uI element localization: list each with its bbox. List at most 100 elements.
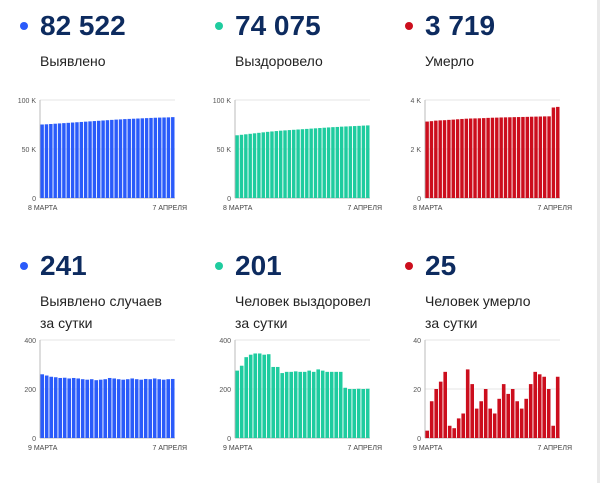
bar <box>85 379 89 438</box>
bar <box>58 377 62 438</box>
bar <box>292 129 296 198</box>
bar <box>425 430 429 438</box>
bar <box>57 123 62 198</box>
bar <box>97 120 101 198</box>
bar <box>284 371 289 438</box>
bar <box>516 117 521 198</box>
bar <box>542 116 547 198</box>
bar <box>296 129 300 198</box>
bar-chart: 0 200 400 9 МАРТА 7 АПРЕЛЯ <box>219 338 382 452</box>
x-tick-label-start: 9 МАРТА <box>28 445 58 452</box>
bar <box>538 116 543 198</box>
bar <box>44 124 49 198</box>
bar <box>331 127 335 198</box>
bar <box>110 119 114 198</box>
bar <box>474 408 479 438</box>
bar <box>307 370 311 438</box>
bar <box>473 118 477 198</box>
bar <box>335 126 340 198</box>
stat-label: Выявлено <box>40 53 106 69</box>
bar <box>479 401 483 438</box>
bar <box>425 121 429 198</box>
bar <box>66 122 70 198</box>
bar <box>275 366 280 438</box>
bar <box>338 371 343 438</box>
bar <box>257 132 261 198</box>
stat-label-line2: за сутки <box>40 315 93 331</box>
bar-chart: 0 20 40 9 МАРТА 7 АПРЕЛЯ <box>413 338 572 452</box>
stat-value: 74 075 <box>235 10 321 41</box>
bar <box>529 116 534 198</box>
stat-panel-6: 25 Человек умерло за сутки 0 20 40 9 МАРТА 7 АП… <box>405 245 595 475</box>
bar <box>261 132 265 198</box>
stat-panel-4: 241 Выявлено случаев за сутки 0 200 400 9 МАРТ… <box>20 245 210 475</box>
bar <box>501 384 506 438</box>
bar <box>83 121 88 198</box>
bar <box>67 378 71 438</box>
bar <box>270 131 274 198</box>
bar <box>265 131 270 198</box>
bar <box>361 389 365 438</box>
bar <box>131 118 136 198</box>
bar <box>53 377 58 438</box>
bar <box>537 374 542 438</box>
stat-label-line2: за сутки <box>425 315 478 331</box>
bar <box>519 408 524 438</box>
bar <box>492 413 497 438</box>
bar <box>140 118 145 198</box>
bar <box>123 119 127 198</box>
window-edge <box>597 0 600 483</box>
bar <box>130 378 134 438</box>
stat-panel-2: 74 075 Выздоровело 0 50 K 100 K 8 МАРТА 7 АПРЕ… <box>213 5 405 235</box>
bar <box>438 381 443 438</box>
bar <box>499 117 503 198</box>
x-tick-label-end: 7 АПРЕЛЯ <box>348 445 382 452</box>
bar <box>348 126 353 198</box>
stat-label-line2: за сутки <box>235 315 288 331</box>
bar <box>361 125 366 198</box>
bar <box>452 428 456 438</box>
bar <box>40 374 44 438</box>
stat-label: Выздоровело <box>235 53 323 69</box>
bar <box>305 128 309 198</box>
x-tick-label-start: 9 МАРТА <box>223 445 253 452</box>
bar <box>89 379 94 438</box>
bar <box>320 370 325 438</box>
bar <box>311 371 316 438</box>
y-tick-label: 4 K <box>410 98 421 105</box>
bar <box>103 379 107 438</box>
bar <box>271 366 275 438</box>
x-tick-label-start: 8 МАРТА <box>28 205 58 212</box>
bar <box>313 128 318 198</box>
bar <box>508 117 512 198</box>
x-tick-label-end: 7 АПРЕЛЯ <box>538 445 572 452</box>
bar <box>293 371 298 438</box>
bar <box>283 130 287 198</box>
bar <box>235 135 239 198</box>
bar <box>456 418 461 438</box>
bar <box>143 378 148 438</box>
bar <box>244 357 248 438</box>
bar <box>71 377 76 438</box>
bar <box>483 389 488 438</box>
bar <box>461 413 465 438</box>
bar <box>515 401 519 438</box>
bar <box>152 378 157 438</box>
bar <box>551 107 556 198</box>
bar <box>442 120 447 198</box>
bar <box>477 118 482 198</box>
bar <box>49 376 53 438</box>
bar <box>495 117 499 198</box>
bar <box>465 369 470 438</box>
x-tick-label-start: 9 МАРТА <box>413 445 443 452</box>
stat-label: Умерло <box>425 53 475 69</box>
bar <box>434 389 438 438</box>
bar <box>136 118 140 198</box>
bar <box>161 379 166 438</box>
stat-label: Выявлено случаев <box>40 293 162 309</box>
bar <box>114 119 118 198</box>
bar <box>555 376 560 438</box>
y-tick-label: 50 K <box>22 147 37 154</box>
bar <box>356 388 361 438</box>
bar <box>88 121 92 198</box>
